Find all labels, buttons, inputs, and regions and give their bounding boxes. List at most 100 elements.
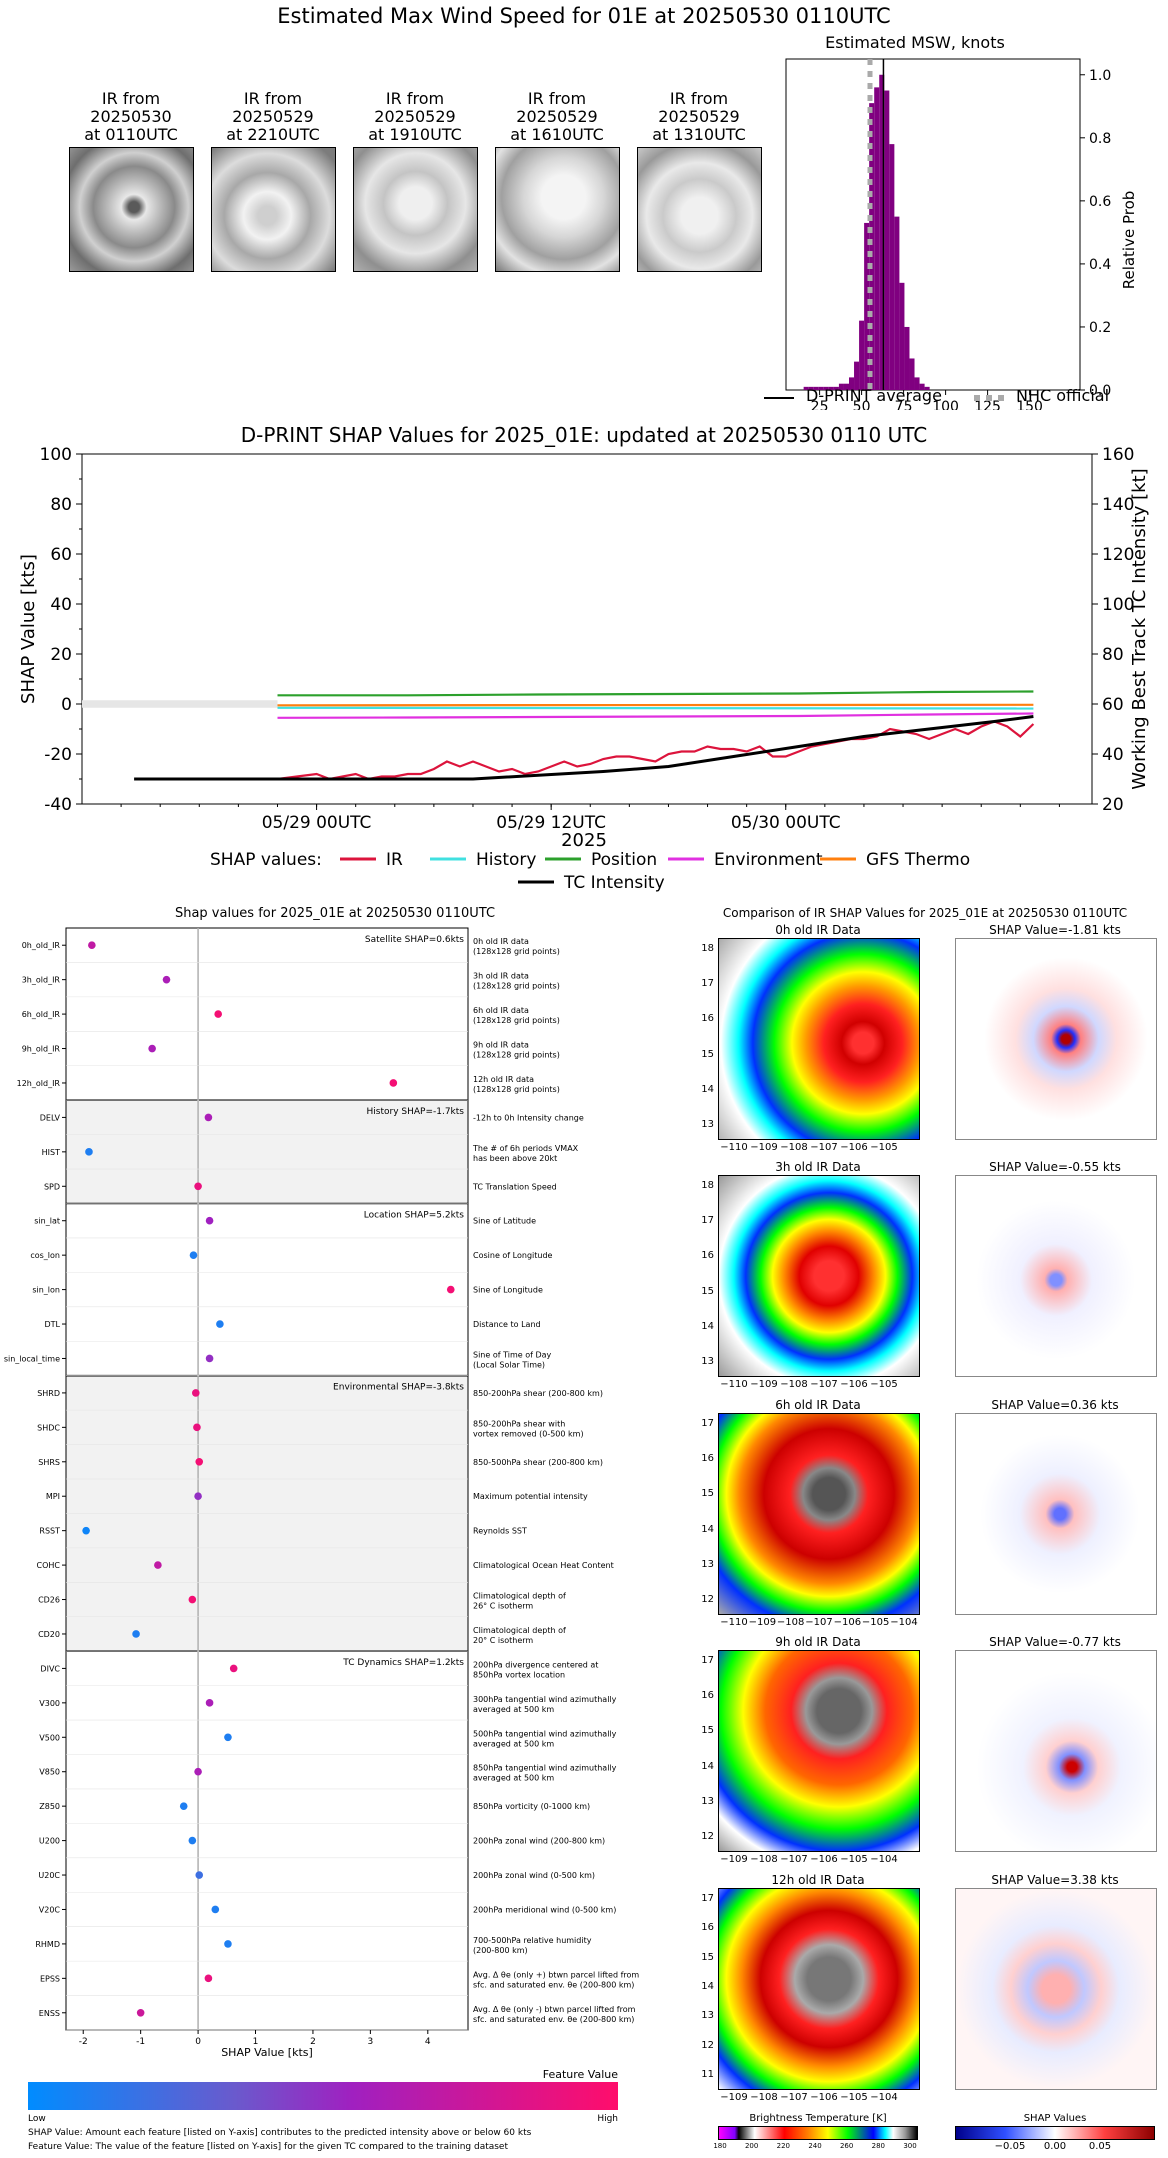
feature-name: SHDC (37, 1423, 60, 1432)
hist-ytick-label: 0.8 (1089, 131, 1111, 147)
feature-name: 9h_old_IR (22, 1045, 61, 1054)
ir-map-xtick: −107 (780, 2092, 808, 2103)
ir-thumbnail-image (495, 147, 620, 272)
hist-bar (859, 320, 865, 390)
feature-description: has been above 20kt (473, 1154, 557, 1163)
hist-ytick-label: 0.4 (1089, 257, 1111, 273)
hist-xtick-label: 125 (974, 399, 1001, 410)
ir-map-ytick: 15 (701, 1285, 714, 1297)
sv-colorbar: SHAP Values −0.05 0.00 0.05 (955, 2113, 1155, 2154)
feature-description: (128x128 grid points) (473, 1085, 560, 1094)
feature-shap-dot (88, 941, 96, 950)
ts-ytick-label: 0 (61, 695, 72, 715)
ir-map-xtick: −110 (720, 1142, 748, 1153)
hist-axes-frame (785, 58, 1081, 391)
ir-map-ytick: 14 (701, 1981, 714, 1992)
feature-shap-dot (188, 1595, 197, 1604)
hist-bar (828, 386, 834, 390)
hist-bar (818, 386, 824, 390)
thumbnail-caption-line: 20250529 (374, 107, 456, 126)
bt-colorbar-tick: 260 (839, 2142, 854, 2150)
hist-ytick-label: 0.0 (1089, 383, 1111, 399)
feature-description: 850-200hPa shear (200-800 km) (473, 1389, 603, 1398)
ts-xlabel: 2025 (561, 830, 607, 851)
feature-group-band (66, 1100, 468, 1204)
feature-description: 0h old IR data (473, 937, 529, 946)
feature-description: 850hPa vorticity (0-1000 km) (473, 1802, 590, 1811)
feat-xtick-label: 2 (310, 2037, 316, 2047)
hist-bar (808, 386, 814, 390)
ts-ytick-label: 40 (50, 595, 72, 615)
feature-shap-dot (224, 1940, 232, 1948)
feature-name: 3h_old_IR (22, 976, 61, 985)
feature-description: 850-200hPa shear with (473, 1419, 565, 1428)
feature-description: 200hPa zonal wind (200-800 km) (473, 1837, 605, 1846)
sv-colorbar-tick: 0.00 (1043, 2141, 1067, 2152)
feature-description: averaged at 500 km (473, 1774, 554, 1783)
thumbnail-caption-line: 20250529 (232, 107, 314, 126)
ir-map-xtick: −107 (810, 1142, 838, 1153)
feature-description: 9h old IR data (473, 1041, 529, 1050)
feature-name: V850 (39, 1768, 60, 1777)
ir-map-xtick: −107 (810, 1379, 838, 1390)
hist-bar (914, 377, 920, 390)
series-line-tc-intensity (134, 715, 1034, 781)
ir-thumbnail-image (69, 147, 194, 272)
feat-xtick-label: 4 (425, 2037, 431, 2047)
hist-bar (823, 386, 829, 390)
feature-shap-dot (204, 1113, 213, 1122)
feature-name: 12h_old_IR (17, 1079, 61, 1088)
ir-map-xtick: −105 (870, 1379, 898, 1390)
ir-map-ytick: 17 (701, 1418, 714, 1429)
ir-map-ytick: 16 (701, 1690, 714, 1702)
shap-map-image (955, 1175, 1157, 1377)
ts-title: D-PRINT SHAP Values for 2025_01E: update… (241, 423, 928, 447)
thumbnail-caption-line: IR from (385, 89, 445, 108)
thumbnail-caption-line: at 1310UTC (652, 125, 746, 144)
hist-bar (919, 383, 925, 390)
hist-legend: D-PRINT average NHC official (764, 386, 1164, 410)
feature-shap-dot (211, 1905, 220, 1914)
ir-thumbnail-image (211, 147, 336, 272)
feature-name: sin_local_time (4, 1354, 60, 1363)
hist-bar (904, 326, 910, 390)
feat-xlabel: SHAP Value [kts] (221, 2046, 313, 2059)
feature-description: averaged at 500 km (473, 1739, 554, 1748)
ts-ytick-label: 60 (50, 545, 72, 565)
feature-shap-dot (446, 1285, 455, 1294)
colorbar-low: Low (28, 2114, 46, 2124)
feature-shap-dot (205, 1216, 214, 1225)
sv-colorbar-gradient (955, 2126, 1155, 2140)
feature-description: averaged at 500 km (473, 1705, 554, 1714)
ir-map-xtick: −109 (720, 1854, 748, 1865)
footnote-shap: SHAP Value: Amount each feature [listed … (28, 2128, 532, 2138)
feature-description: The # of 6h periods VMAX (472, 1144, 579, 1153)
feature-shap-dot (132, 1630, 140, 1638)
hist-bar (879, 74, 885, 390)
feature-name: 6h_old_IR (22, 1010, 61, 1019)
hist-bar (833, 386, 839, 390)
hist-bar (864, 222, 870, 390)
feature-name: HIST (42, 1148, 60, 1157)
msw-histogram: Estimated MSW, knots 25 50 75 100 125 150 0.0… (785, 33, 1138, 410)
feature-description: sfc. and saturated env. θe (200-800 km) (473, 1980, 634, 1989)
ts-xtick-label: 05/29 00UTC (262, 813, 372, 833)
colorbar-high: High (597, 2114, 618, 2124)
feature-shap-dot (193, 1423, 201, 1432)
hist-bar (909, 358, 915, 390)
ir-map-ytick: 18 (701, 943, 714, 954)
feature-description: (128x128 grid points) (473, 947, 560, 956)
feature-shap-dot (194, 1182, 202, 1191)
bt-colorbar-tick: 300 (903, 2142, 917, 2150)
ir-map-ytick: 11 (701, 2069, 714, 2080)
ir-map-image (718, 938, 920, 1140)
colorbar-gradient (28, 2082, 618, 2110)
ts-y2tick-label: 20 (1102, 795, 1124, 815)
feature-group-title: TC Dynamics SHAP=1.2kts (342, 1658, 464, 1668)
ir-map-ytick: 12 (701, 1831, 714, 1842)
hist-bar (843, 383, 849, 390)
hist-bar (924, 386, 930, 390)
shap-map-image (955, 1650, 1157, 1852)
bt-colorbar-tick: 200 (744, 2142, 759, 2150)
footnote-feature: Feature Value: The value of the feature … (28, 2142, 509, 2152)
